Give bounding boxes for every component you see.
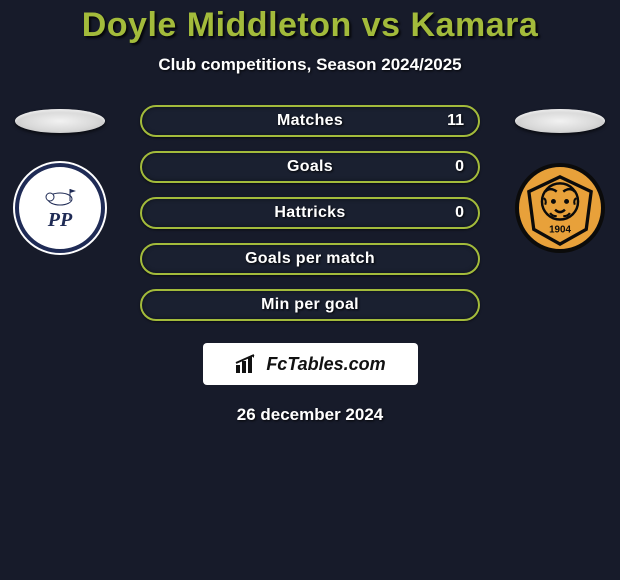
comparison-body: PP 1904 Matc <box>0 105 620 321</box>
bars-icon <box>234 353 260 375</box>
stat-row-hattricks: Hattricks 0 <box>140 197 480 229</box>
comparison-card: Doyle Middleton vs Kamara Club competiti… <box>0 0 620 425</box>
brand-name: FcTables.com <box>266 354 385 375</box>
stat-label: Matches <box>277 112 343 130</box>
stat-label: Goals per match <box>245 250 375 268</box>
stat-label: Hattricks <box>274 204 345 222</box>
stat-row-min-per-goal: Min per goal <box>140 289 480 321</box>
club-badge-right-year: 1904 <box>549 225 571 236</box>
club-badge-left-monogram: PP <box>40 209 80 231</box>
club-badge-right: 1904 <box>515 163 605 253</box>
stats-list: Matches 11 Goals 0 Hattricks 0 Goals per… <box>140 105 480 321</box>
stat-right-value: 11 <box>447 112 464 130</box>
brand-attribution[interactable]: FcTables.com <box>203 343 418 385</box>
page-title: Doyle Middleton vs Kamara <box>0 6 620 45</box>
player-right-avatar-placeholder <box>515 109 605 133</box>
stat-row-matches: Matches 11 <box>140 105 480 137</box>
player-left-column: PP <box>0 109 120 253</box>
subtitle: Club competitions, Season 2024/2025 <box>0 55 620 75</box>
club-badge-left-inner: PP <box>40 185 80 231</box>
player-right-column: 1904 <box>500 109 620 253</box>
stat-right-value: 0 <box>455 158 464 176</box>
stat-row-goals-per-match: Goals per match <box>140 243 480 275</box>
stat-label: Min per goal <box>261 296 359 314</box>
stat-label: Goals <box>287 158 333 176</box>
tiger-icon: 1904 <box>519 167 601 249</box>
stat-right-value: 0 <box>455 204 464 222</box>
lamb-icon <box>40 185 80 207</box>
stat-row-goals: Goals 0 <box>140 151 480 183</box>
club-badge-left: PP <box>15 163 105 253</box>
date-label: 26 december 2024 <box>0 405 620 425</box>
player-left-avatar-placeholder <box>15 109 105 133</box>
